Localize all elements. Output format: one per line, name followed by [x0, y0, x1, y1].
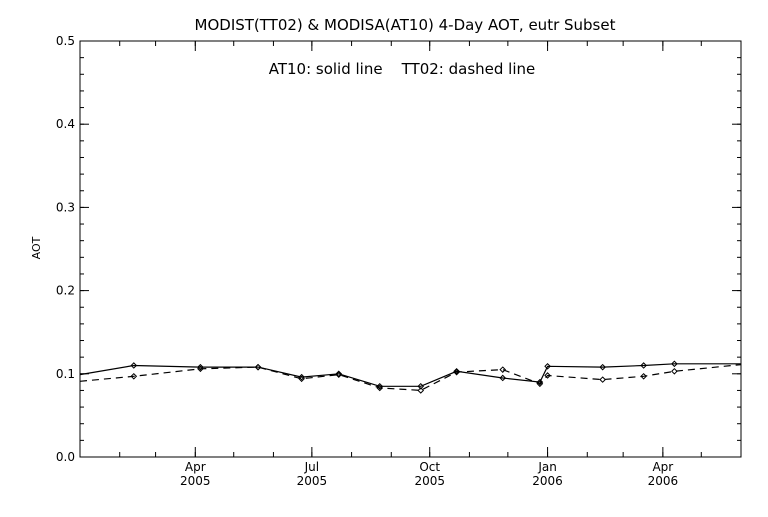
data-point-tt02: [376, 384, 384, 392]
data-point-tt02: [640, 372, 647, 380]
y-tick-label: 0.0: [56, 450, 75, 464]
data-point-at10: [544, 363, 551, 370]
y-tick-label: 0.3: [56, 200, 75, 214]
data-point-at10: [499, 374, 507, 382]
data-point-at10: [335, 370, 343, 378]
data-point-tt02: [499, 366, 507, 373]
data-series: [79, 360, 742, 394]
x-tick-month-label: Oct: [419, 460, 440, 474]
x-tick-year-label: 2005: [414, 474, 445, 488]
data-point-at10: [417, 382, 425, 390]
data-point-tt02: [453, 368, 460, 376]
data-point-at10: [197, 363, 204, 371]
series-line-at10: [79, 363, 741, 387]
plot-frame: [79, 40, 742, 458]
y-tick-label: 0.2: [56, 284, 75, 298]
data-point-at10: [130, 362, 138, 369]
x-tick-month-label: Apr: [185, 460, 206, 474]
data-point-tt02: [417, 387, 425, 394]
data-point-at10: [640, 362, 647, 369]
chart-title: MODIST(TT02) & MODISA(AT10) 4-Day AOT, e…: [195, 16, 616, 34]
data-point-tt02: [671, 367, 678, 375]
data-point-tt02: [599, 376, 606, 383]
x-tick-month-label: Jul: [304, 460, 319, 474]
data-point-at10: [376, 382, 384, 390]
x-tick-year-label: 2006: [648, 474, 679, 488]
y-tick-label: 0.5: [56, 34, 75, 48]
x-tick-year-label: 2005: [297, 474, 328, 488]
data-point-tt02: [298, 375, 305, 383]
data-point-at10: [671, 360, 678, 368]
x-tick-month-label: Apr: [652, 460, 673, 474]
x-tick-year-label: 2006: [532, 474, 563, 488]
data-point-tt02: [254, 363, 262, 371]
y-axis-ticks: 0.0 0.1 0.2 0.3 0.4 0.5: [56, 34, 741, 464]
data-point-tt02: [536, 380, 544, 388]
y-axis-label: AOT: [30, 236, 43, 259]
data-point-tt02: [130, 372, 138, 380]
y-tick-label: 0.4: [56, 117, 75, 131]
data-point-at10: [599, 363, 606, 371]
data-point-tt02: [335, 371, 343, 378]
line-style-annotation: AT10: solid line TT02: dashed line: [269, 60, 536, 78]
data-point-at10: [453, 367, 460, 375]
data-point-tt02: [197, 365, 204, 373]
x-tick-year-label: 2005: [180, 474, 211, 488]
x-tick-month-label: Jan: [537, 460, 557, 474]
y-tick-label: 0.1: [56, 367, 75, 381]
series-line-tt02: [79, 364, 742, 392]
data-point-tt02: [544, 372, 551, 379]
data-point-at10: [298, 373, 305, 381]
